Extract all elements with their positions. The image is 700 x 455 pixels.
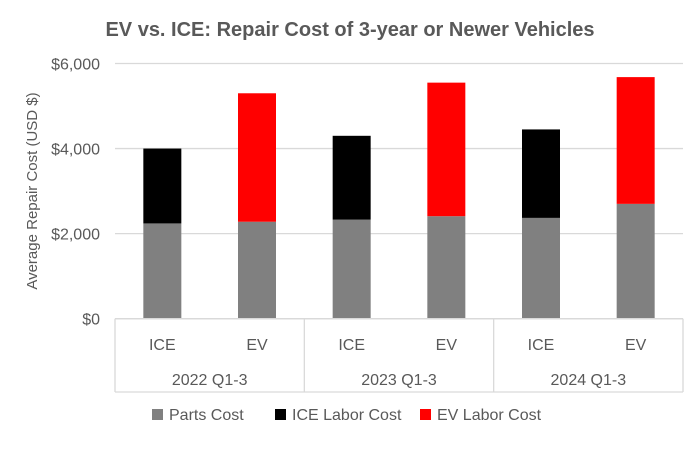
bar-segment-ev-labor-cost: [616, 77, 655, 204]
bar-segment-parts-cost: [616, 203, 655, 319]
group-label: 2024 Q1-3: [551, 372, 627, 389]
legend-swatch: [420, 409, 431, 420]
bar-segment-ice-labor-cost: [522, 129, 560, 218]
y-tick-label: $4,000: [51, 142, 100, 159]
y-tick-label: $2,000: [51, 227, 100, 244]
x-tick-label: ICE: [338, 337, 365, 354]
legend-label: ICE Labor Cost: [292, 407, 402, 424]
x-tick-label: ICE: [149, 337, 176, 354]
bar-segment-ev-labor-cost: [427, 82, 466, 217]
group-label: 2023 Q1-3: [361, 372, 437, 389]
bar-segment-ice-labor-cost: [332, 135, 371, 220]
y-tick-label: $6,000: [51, 57, 100, 74]
x-tick-label: EV: [246, 337, 268, 354]
chart-title: EV vs. ICE: Repair Cost of 3-year or New…: [105, 19, 594, 41]
legend-label: Parts Cost: [169, 407, 244, 424]
x-tick-label: EV: [436, 337, 458, 354]
bar-segment-parts-cost: [238, 221, 276, 319]
bar-segment-parts-cost: [522, 217, 560, 319]
x-tick-label: EV: [625, 337, 647, 354]
legend-label: EV Labor Cost: [437, 407, 542, 424]
bar-segment-ev-labor-cost: [238, 93, 276, 222]
x-tick-label: ICE: [528, 337, 555, 354]
y-tick-label: $0: [82, 312, 100, 329]
y-axis-label: Average Repair Cost (USD $): [24, 92, 41, 289]
legend-swatch: [275, 409, 286, 420]
bar-segment-parts-cost: [143, 223, 182, 319]
group-label: 2022 Q1-3: [172, 372, 248, 389]
bar-segment-parts-cost: [427, 216, 466, 319]
legend-swatch: [152, 409, 163, 420]
bar-segment-parts-cost: [332, 219, 371, 319]
bar-segment-ice-labor-cost: [143, 148, 182, 224]
